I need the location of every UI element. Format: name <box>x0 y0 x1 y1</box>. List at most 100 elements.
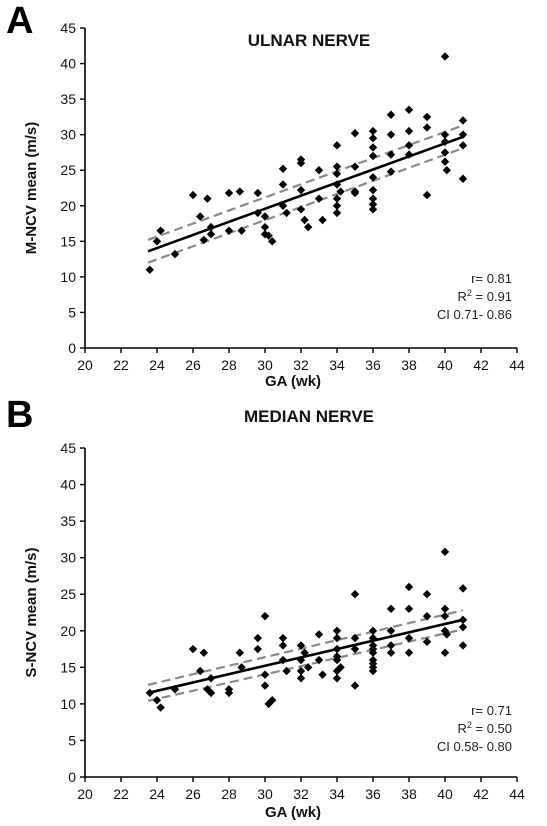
data-point <box>386 626 396 635</box>
x-tick-label: 20 <box>77 786 93 802</box>
data-point <box>440 130 450 139</box>
data-point <box>332 644 342 654</box>
confidence-band-lower <box>147 628 464 703</box>
data-point <box>314 630 324 639</box>
y-tick-label: 35 <box>60 91 76 107</box>
x-tick-label: 44 <box>509 357 525 373</box>
data-point <box>314 194 324 203</box>
x-tick-label: 38 <box>401 357 417 373</box>
data-point <box>440 604 450 614</box>
data-point <box>336 187 345 196</box>
x-tick-label: 36 <box>365 357 381 373</box>
data-point <box>318 215 327 225</box>
data-point <box>224 688 234 698</box>
data-point <box>206 674 216 683</box>
y-tick-label: 40 <box>60 56 76 72</box>
data-point <box>350 644 360 654</box>
data-point <box>278 655 288 665</box>
data-point <box>196 666 205 676</box>
data-point <box>368 666 378 676</box>
data-point <box>422 637 432 646</box>
y-tick-label: 15 <box>60 659 76 675</box>
data-point <box>422 123 432 132</box>
data-point <box>368 151 378 161</box>
data-point <box>368 134 378 143</box>
data-point <box>440 157 450 166</box>
data-point <box>253 633 262 643</box>
data-point <box>224 188 234 198</box>
data-point <box>188 190 198 200</box>
data-point <box>260 670 270 679</box>
x-tick-label: 30 <box>257 786 273 802</box>
y-tick-label: 5 <box>68 304 76 320</box>
data-point <box>278 201 288 210</box>
data-point <box>253 644 262 654</box>
y-tick-label: 10 <box>60 269 76 285</box>
data-point <box>304 663 313 672</box>
data-point <box>368 185 378 195</box>
stats-annotation: r= 0.81 <box>471 271 512 286</box>
data-point <box>350 590 360 599</box>
data-point <box>368 648 378 657</box>
data-point <box>386 110 396 119</box>
x-tick-label: 28 <box>221 786 237 802</box>
data-point <box>253 208 262 218</box>
x-tick-label: 34 <box>329 786 345 802</box>
x-tick-label: 20 <box>77 357 93 373</box>
data-point <box>188 644 198 654</box>
y-tick-label: 25 <box>60 162 76 178</box>
data-point <box>458 130 468 139</box>
data-point <box>332 194 342 203</box>
data-point <box>368 626 378 635</box>
data-point <box>332 674 342 683</box>
x-tick-label: 26 <box>185 786 201 802</box>
data-point <box>422 190 432 200</box>
data-point <box>278 641 288 650</box>
data-point <box>440 626 450 635</box>
regression-line <box>147 618 464 695</box>
data-point <box>332 655 342 665</box>
stats-annotation: CI 0.58- 0.80 <box>437 739 512 754</box>
data-point <box>458 116 468 125</box>
data-point <box>282 666 291 676</box>
data-point <box>440 547 450 557</box>
data-point <box>314 166 324 175</box>
data-point <box>458 141 468 150</box>
x-tick-label: 24 <box>149 786 165 802</box>
data-point <box>145 265 154 274</box>
data-point <box>442 630 451 639</box>
stats-annotation: r= 0.71 <box>471 703 512 718</box>
data-point <box>268 237 277 246</box>
data-point <box>300 648 309 657</box>
data-point <box>253 188 262 198</box>
data-point <box>196 212 205 221</box>
data-point <box>278 180 288 189</box>
data-point <box>386 167 396 176</box>
data-point <box>152 237 162 246</box>
data-point <box>458 584 468 593</box>
data-point <box>206 222 216 232</box>
data-point <box>404 150 414 159</box>
y-tick-label: 25 <box>60 586 76 602</box>
data-point <box>404 126 414 136</box>
data-point <box>296 185 306 195</box>
y-tick-label: 35 <box>60 513 76 529</box>
confidence-band-upper <box>147 609 464 686</box>
data-point <box>386 648 396 657</box>
stats-annotation: CI 0.71- 0.86 <box>437 307 512 322</box>
data-point <box>156 703 165 712</box>
x-tick-label: 22 <box>113 357 129 373</box>
data-point <box>332 180 342 189</box>
data-point <box>260 681 270 690</box>
data-point <box>332 626 342 635</box>
data-point <box>386 150 396 159</box>
data-point <box>404 648 414 657</box>
data-point <box>440 611 450 621</box>
data-point <box>404 582 414 592</box>
data-point <box>458 174 468 183</box>
data-point <box>296 641 306 650</box>
data-point <box>404 105 414 114</box>
y-axis-label: M-NCV mean (m/s) <box>23 122 40 255</box>
data-point <box>440 148 450 157</box>
data-point <box>368 194 378 203</box>
